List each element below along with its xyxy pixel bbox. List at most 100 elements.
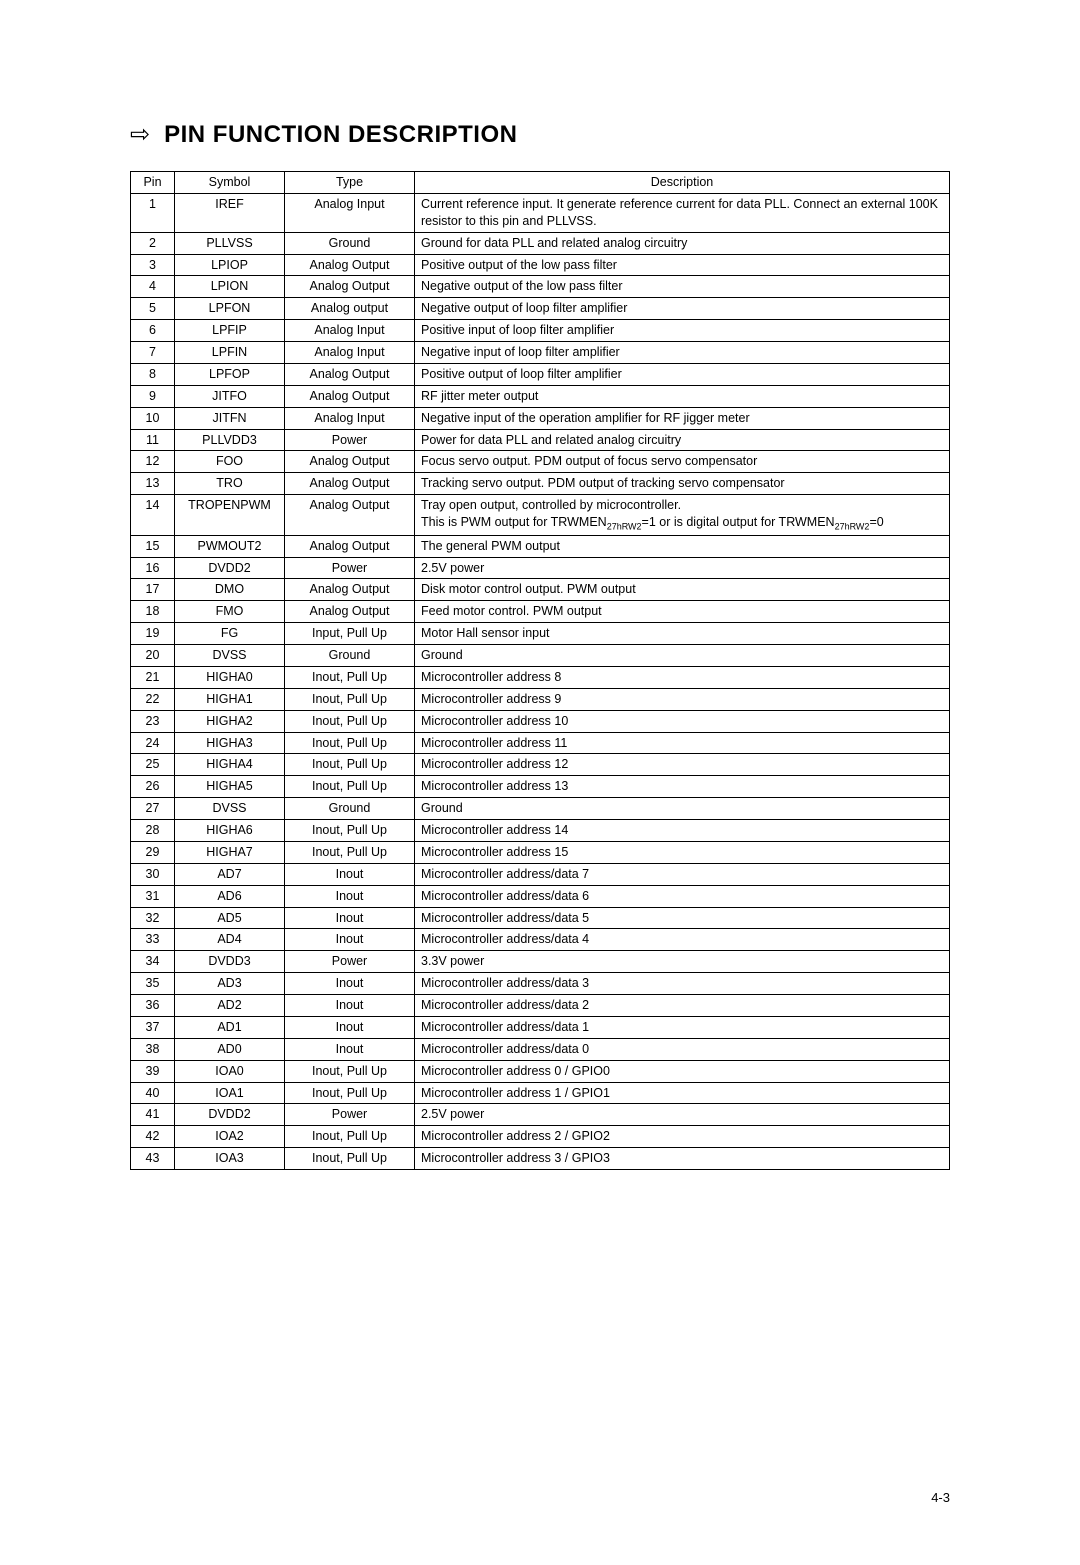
cell-pin: 5	[131, 298, 175, 320]
table-row: 39IOA0Inout, Pull UpMicrocontroller addr…	[131, 1060, 950, 1082]
cell-pin: 42	[131, 1126, 175, 1148]
cell-type: Power	[285, 557, 415, 579]
cell-type: Inout, Pull Up	[285, 776, 415, 798]
cell-description: Power for data PLL and related analog ci…	[415, 429, 950, 451]
col-pin: Pin	[131, 172, 175, 194]
cell-description: Ground for data PLL and related analog c…	[415, 232, 950, 254]
cell-description: Negative input of the operation amplifie…	[415, 407, 950, 429]
cell-description: Ground	[415, 798, 950, 820]
cell-pin: 10	[131, 407, 175, 429]
cell-pin: 9	[131, 385, 175, 407]
cell-description: Microcontroller address/data 4	[415, 929, 950, 951]
cell-symbol: AD1	[175, 1016, 285, 1038]
table-row: 22HIGHA1Inout, Pull UpMicrocontroller ad…	[131, 688, 950, 710]
cell-pin: 28	[131, 820, 175, 842]
cell-pin: 25	[131, 754, 175, 776]
table-row: 42IOA2Inout, Pull UpMicrocontroller addr…	[131, 1126, 950, 1148]
cell-pin: 14	[131, 495, 175, 536]
cell-description: Ground	[415, 645, 950, 667]
table-row: 26HIGHA5Inout, Pull UpMicrocontroller ad…	[131, 776, 950, 798]
cell-type: Inout, Pull Up	[285, 1060, 415, 1082]
cell-symbol: HIGHA5	[175, 776, 285, 798]
table-row: 34DVDD3Power3.3V power	[131, 951, 950, 973]
arrow-icon: ⇨	[130, 120, 150, 149]
cell-description: Disk motor control output. PWM output	[415, 579, 950, 601]
cell-type: Inout	[285, 885, 415, 907]
table-row: 24HIGHA3Inout, Pull UpMicrocontroller ad…	[131, 732, 950, 754]
table-row: 29HIGHA7Inout, Pull UpMicrocontroller ad…	[131, 841, 950, 863]
cell-symbol: HIGHA7	[175, 841, 285, 863]
cell-description: 2.5V power	[415, 557, 950, 579]
cell-pin: 4	[131, 276, 175, 298]
cell-type: Inout	[285, 1016, 415, 1038]
cell-symbol: DVDD2	[175, 557, 285, 579]
cell-symbol: TRO	[175, 473, 285, 495]
cell-type: Inout	[285, 863, 415, 885]
cell-pin: 15	[131, 535, 175, 557]
cell-description: Microcontroller address/data 7	[415, 863, 950, 885]
cell-pin: 43	[131, 1148, 175, 1170]
section-title-row: ⇨ PIN FUNCTION DESCRIPTION	[130, 120, 950, 149]
cell-symbol: PLLVDD3	[175, 429, 285, 451]
cell-pin: 13	[131, 473, 175, 495]
cell-description: Microcontroller address 12	[415, 754, 950, 776]
col-type: Type	[285, 172, 415, 194]
table-row: 35AD3InoutMicrocontroller address/data 3	[131, 973, 950, 995]
table-row: 23HIGHA2Inout, Pull UpMicrocontroller ad…	[131, 710, 950, 732]
cell-type: Inout, Pull Up	[285, 841, 415, 863]
table-row: 33AD4InoutMicrocontroller address/data 4	[131, 929, 950, 951]
cell-symbol: LPFON	[175, 298, 285, 320]
table-row: 7LPFINAnalog InputNegative input of loop…	[131, 342, 950, 364]
cell-type: Inout, Pull Up	[285, 710, 415, 732]
cell-symbol: HIGHA4	[175, 754, 285, 776]
cell-symbol: IREF	[175, 193, 285, 232]
cell-symbol: FMO	[175, 601, 285, 623]
cell-pin: 35	[131, 973, 175, 995]
table-row: 15PWMOUT2Analog OutputThe general PWM ou…	[131, 535, 950, 557]
cell-type: Ground	[285, 798, 415, 820]
cell-type: Analog Input	[285, 320, 415, 342]
cell-pin: 11	[131, 429, 175, 451]
cell-symbol: LPFIP	[175, 320, 285, 342]
cell-description: Positive input of loop filter amplifier	[415, 320, 950, 342]
pin-function-table: Pin Symbol Type Description 1IREFAnalog …	[130, 171, 950, 1170]
cell-description: Motor Hall sensor input	[415, 623, 950, 645]
table-row: 37AD1InoutMicrocontroller address/data 1	[131, 1016, 950, 1038]
cell-type: Analog Input	[285, 342, 415, 364]
cell-symbol: AD0	[175, 1038, 285, 1060]
cell-type: Power	[285, 951, 415, 973]
cell-pin: 16	[131, 557, 175, 579]
cell-type: Power	[285, 1104, 415, 1126]
table-row: 20DVSSGroundGround	[131, 645, 950, 667]
cell-pin: 30	[131, 863, 175, 885]
table-row: 1IREFAnalog InputCurrent reference input…	[131, 193, 950, 232]
cell-pin: 31	[131, 885, 175, 907]
cell-type: Inout	[285, 995, 415, 1017]
cell-pin: 33	[131, 929, 175, 951]
cell-description: Focus servo output. PDM output of focus …	[415, 451, 950, 473]
cell-description: Microcontroller address 8	[415, 666, 950, 688]
cell-description: 3.3V power	[415, 951, 950, 973]
cell-description: RF jitter meter output	[415, 385, 950, 407]
page-number: 4-3	[130, 1490, 950, 1505]
cell-description: Microcontroller address 10	[415, 710, 950, 732]
table-row: 13TROAnalog OutputTracking servo output.…	[131, 473, 950, 495]
table-row: 41DVDD2Power2.5V power	[131, 1104, 950, 1126]
table-row: 2PLLVSSGroundGround for data PLL and rel…	[131, 232, 950, 254]
table-row: 11PLLVDD3PowerPower for data PLL and rel…	[131, 429, 950, 451]
cell-description: Microcontroller address 13	[415, 776, 950, 798]
cell-description: Microcontroller address 2 / GPIO2	[415, 1126, 950, 1148]
cell-description: The general PWM output	[415, 535, 950, 557]
cell-type: Inout, Pull Up	[285, 1082, 415, 1104]
cell-description: Positive output of loop filter amplifier	[415, 363, 950, 385]
cell-symbol: AD3	[175, 973, 285, 995]
cell-pin: 26	[131, 776, 175, 798]
cell-pin: 40	[131, 1082, 175, 1104]
table-row: 9JITFOAnalog OutputRF jitter meter outpu…	[131, 385, 950, 407]
cell-type: Inout, Pull Up	[285, 1148, 415, 1170]
cell-pin: 6	[131, 320, 175, 342]
cell-pin: 17	[131, 579, 175, 601]
cell-symbol: HIGHA1	[175, 688, 285, 710]
cell-symbol: AD5	[175, 907, 285, 929]
table-row: 10JITFNAnalog InputNegative input of the…	[131, 407, 950, 429]
